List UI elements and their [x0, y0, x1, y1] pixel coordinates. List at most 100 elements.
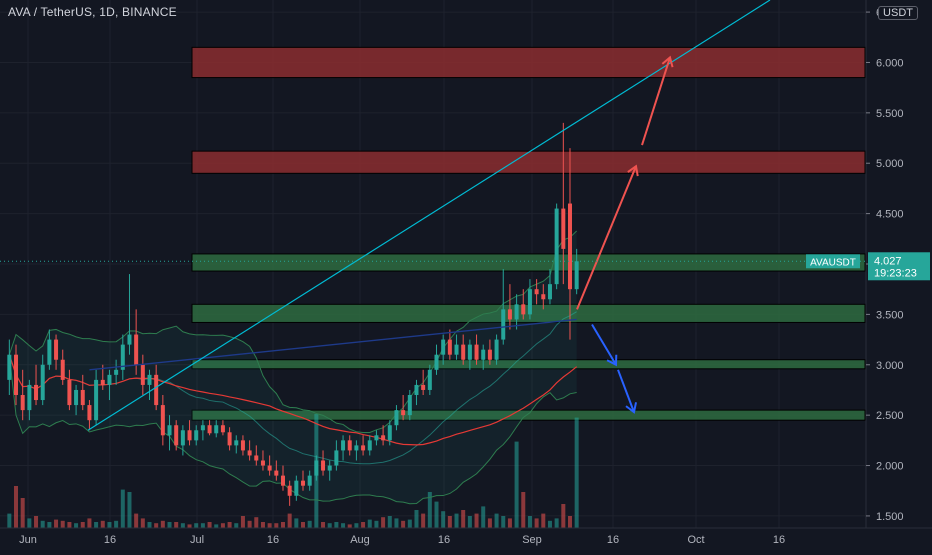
volume-bar	[107, 522, 112, 528]
candle-body	[321, 460, 326, 471]
candle-body	[414, 384, 419, 395]
candle-body	[234, 440, 239, 446]
candle-body	[394, 410, 399, 426]
projection-arrow-1	[576, 165, 637, 310]
volume-bar	[127, 492, 132, 528]
candle-body	[314, 460, 319, 476]
volume-bar	[294, 518, 299, 528]
volume-bar	[274, 523, 279, 528]
volume-bar	[554, 518, 559, 528]
volume-bar	[454, 513, 459, 528]
candle-body	[127, 334, 132, 345]
volume-bar	[47, 522, 52, 528]
volume-bar	[34, 516, 39, 528]
candle-body	[487, 349, 492, 360]
volume-bar	[381, 517, 386, 528]
volume-bar	[461, 510, 466, 528]
candle-body	[80, 389, 85, 406]
candle-body	[194, 430, 199, 441]
candle-body	[174, 425, 179, 446]
volume-bar	[427, 492, 432, 528]
volume-bar	[387, 516, 392, 528]
candle-body	[567, 203, 572, 290]
candle-body	[387, 425, 392, 441]
volume-bar	[514, 441, 519, 528]
volume-bar	[467, 516, 472, 528]
volume-bar	[367, 519, 372, 528]
volume-bar	[147, 522, 152, 528]
candle-body	[307, 475, 312, 486]
time-tick-label: 16	[773, 534, 785, 546]
candle-body	[454, 344, 459, 355]
candle-body	[54, 339, 59, 360]
candle-body	[200, 425, 205, 431]
bar-countdown: 19:23:23	[874, 267, 917, 279]
volume-bar	[547, 520, 552, 528]
volume-bar	[280, 522, 285, 528]
price-tick-label: 2.000	[876, 461, 904, 473]
candle-body	[527, 289, 532, 315]
candle-body	[20, 395, 25, 411]
resistance-zone	[191, 46, 866, 79]
candle-body	[474, 344, 479, 360]
price-tick-label: 1.500	[876, 511, 904, 523]
pullback-arrow-1	[591, 323, 617, 366]
volume-bar	[80, 522, 85, 528]
candle-body	[14, 354, 19, 395]
candle-body	[434, 354, 439, 370]
candle-body	[47, 339, 52, 365]
volume-bar	[401, 520, 406, 528]
volume-bar	[27, 518, 32, 528]
candle-body	[334, 450, 339, 466]
candle-body	[327, 465, 332, 471]
candle-body	[214, 425, 219, 434]
projection-arrow-1-head	[627, 164, 639, 177]
volume-bar	[247, 520, 252, 528]
time-tick-label: 16	[267, 534, 279, 546]
price-tick-label: 4.500	[876, 209, 904, 221]
candle-body	[87, 405, 92, 421]
volume-bar	[481, 506, 486, 528]
last-price-badge	[868, 252, 930, 281]
time-tick-label: Jun	[19, 534, 37, 546]
pullback-arrow-1-head	[606, 354, 618, 367]
volume-bar	[7, 513, 12, 528]
time-tick-label: 16	[104, 534, 116, 546]
volume-bar	[267, 523, 272, 528]
candle-body	[361, 445, 366, 451]
candle-body	[74, 389, 79, 406]
volume-bar	[414, 510, 419, 528]
resistance-zone	[191, 150, 866, 174]
candle-body	[407, 395, 412, 416]
volume-bar	[507, 518, 512, 528]
candle-body	[207, 425, 212, 434]
candle-body	[40, 364, 45, 401]
volume-bar	[561, 504, 566, 528]
candle-body	[34, 384, 39, 401]
support-zone	[191, 253, 866, 272]
volume-bar	[240, 516, 245, 528]
volume-bar	[74, 523, 79, 528]
volume-bar	[434, 501, 439, 528]
candle-body	[421, 384, 426, 390]
candle-body	[447, 339, 452, 355]
candle-body	[154, 374, 159, 406]
volume-bar	[374, 520, 379, 528]
candle-body	[240, 440, 245, 451]
candle-body	[574, 261, 579, 290]
candle-body	[167, 425, 172, 436]
currency-badge[interactable]: USDT	[878, 6, 918, 20]
time-tick-label: Oct	[687, 534, 704, 546]
candle-body	[254, 455, 259, 461]
volume-bar	[54, 519, 59, 528]
candle-body	[274, 470, 279, 476]
pullback-arrow-2	[617, 369, 635, 413]
volume-bar	[574, 417, 579, 528]
candle-body	[94, 379, 99, 421]
volume-bar	[521, 492, 526, 528]
last-price-value: 4.027	[874, 255, 902, 267]
candle-body	[267, 465, 272, 471]
volume-bar	[134, 513, 139, 528]
